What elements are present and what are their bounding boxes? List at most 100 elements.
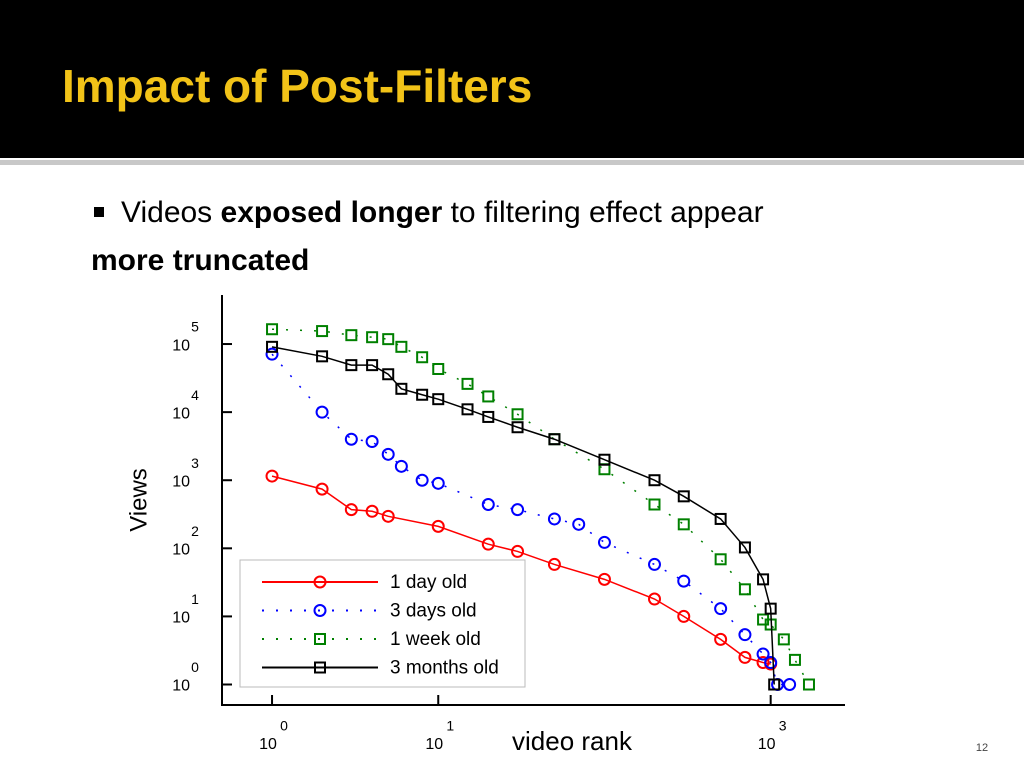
x-tick-label: 10 xyxy=(425,736,443,753)
legend-label: 1 week old xyxy=(390,629,481,650)
marker xyxy=(365,435,379,449)
legend-marker xyxy=(313,604,327,617)
marker xyxy=(738,628,752,642)
marker xyxy=(431,476,445,490)
legend-label: 3 days old xyxy=(390,601,477,622)
bullet-marker xyxy=(94,207,104,217)
marker xyxy=(415,473,429,487)
legend-label: 1 day old xyxy=(390,572,467,593)
marker xyxy=(416,351,429,364)
y-tick-label: 10 xyxy=(172,542,190,559)
marker xyxy=(344,503,358,517)
marker xyxy=(548,433,561,446)
bullet-line-1: Videos exposed longer to filtering effec… xyxy=(121,196,764,229)
marker xyxy=(511,421,524,434)
marker xyxy=(677,574,691,588)
marker xyxy=(598,463,611,476)
marker xyxy=(756,656,770,670)
marker xyxy=(802,678,815,691)
marker xyxy=(647,592,661,606)
y-tick-label: 10 xyxy=(172,337,190,354)
marker xyxy=(366,331,379,344)
slide-title: Impact of Post-Filters xyxy=(62,60,532,112)
marker xyxy=(366,359,379,372)
x-tick-power: 3 xyxy=(779,718,787,734)
marker xyxy=(714,602,728,616)
legend-marker xyxy=(314,661,326,674)
marker xyxy=(266,323,279,336)
marker xyxy=(381,509,395,523)
plot xyxy=(265,323,815,692)
marker xyxy=(315,482,329,496)
marker xyxy=(316,325,329,338)
marker xyxy=(481,498,495,512)
marker xyxy=(316,350,329,363)
y-tick-label: 10 xyxy=(172,678,190,695)
y-tick-label: 10 xyxy=(172,610,190,627)
marker xyxy=(756,647,770,661)
marker xyxy=(265,469,279,483)
marker xyxy=(394,459,408,473)
y-axis-title: Views xyxy=(125,468,152,532)
marker xyxy=(432,393,445,406)
marker xyxy=(714,512,727,525)
marker xyxy=(395,340,408,353)
marker xyxy=(598,453,611,466)
marker xyxy=(511,503,525,517)
marker xyxy=(768,678,781,691)
marker xyxy=(597,572,611,586)
legend-marker xyxy=(314,633,326,645)
y-tick-power: 0 xyxy=(191,659,199,675)
marker xyxy=(648,498,661,511)
marker xyxy=(265,347,279,361)
marker xyxy=(345,359,358,372)
marker xyxy=(511,408,524,421)
y-tick-power: 3 xyxy=(191,455,199,471)
marker xyxy=(461,377,474,390)
marker xyxy=(677,490,690,503)
marker xyxy=(677,518,690,531)
marker xyxy=(764,602,777,615)
marker xyxy=(547,512,561,526)
header-rule xyxy=(0,160,1024,165)
marker xyxy=(783,678,797,692)
marker xyxy=(345,329,358,342)
header-band xyxy=(0,0,1024,158)
x-tick-label: 10 xyxy=(758,736,776,753)
marker xyxy=(395,382,408,395)
marker xyxy=(738,583,751,596)
marker xyxy=(647,557,661,571)
legend-label: 3 months old xyxy=(390,658,499,679)
y-tick-power: 1 xyxy=(191,591,199,607)
marker xyxy=(788,653,801,666)
marker xyxy=(714,632,728,646)
marker xyxy=(365,504,379,518)
x-axis-title: video rank xyxy=(512,726,633,756)
marker xyxy=(597,535,611,549)
marker xyxy=(547,557,561,571)
x-tick-power: 1 xyxy=(446,718,454,734)
bullet-run: to filtering effect appear xyxy=(442,196,763,229)
marker xyxy=(777,633,790,646)
marker xyxy=(738,541,751,554)
marker xyxy=(416,388,429,401)
marker xyxy=(266,340,279,353)
bullet-run: more truncated xyxy=(91,244,309,277)
marker xyxy=(344,432,358,446)
marker xyxy=(511,544,525,558)
x-tick-power: 0 xyxy=(280,718,288,734)
marker xyxy=(382,368,395,381)
marker xyxy=(757,573,770,586)
marker xyxy=(482,410,495,423)
bullet-run: exposed longer xyxy=(221,196,443,229)
marker xyxy=(648,474,661,487)
marker xyxy=(572,517,586,531)
legend-marker xyxy=(313,575,327,589)
marker xyxy=(382,333,395,346)
marker xyxy=(461,403,474,416)
x-tick-label: 10 xyxy=(259,736,277,753)
slide-number: 12 xyxy=(976,742,988,754)
marker xyxy=(738,650,752,664)
